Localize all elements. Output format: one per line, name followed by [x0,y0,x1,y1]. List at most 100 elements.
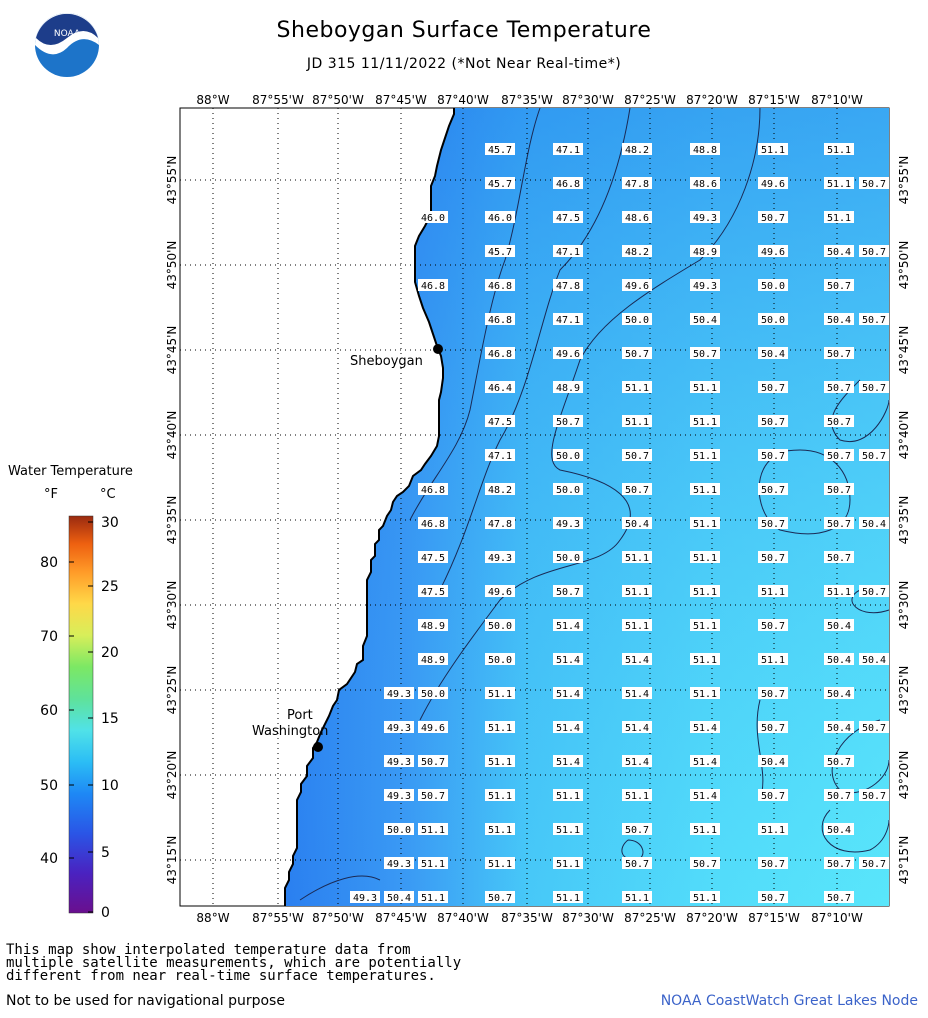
temperature-value: 51.4 [553,755,583,768]
temperature-value-text: 46.8 [421,519,445,530]
temperature-value-text: 46.8 [488,315,512,326]
temperature-value: 50.4 [384,891,414,904]
temperature-value: 51.1 [758,653,788,666]
temperature-value: 50.7 [824,891,854,904]
temperature-value-text: 50.7 [862,179,886,190]
latitude-label: 43°55'N [897,156,911,205]
temperature-value-text: 51.4 [556,757,580,768]
temperature-value-text: 47.8 [488,519,512,530]
temperature-value-text: 47.5 [488,417,512,428]
latitude-label: 43°30'N [897,581,911,630]
temperature-value-text: 51.1 [761,587,785,598]
temperature-value: 50.7 [859,857,889,870]
temperature-value-text: 51.1 [827,213,851,224]
temperature-value-text: 51.1 [488,723,512,734]
legend-f-tick: 40 [40,851,58,867]
temperature-value: 51.1 [622,789,652,802]
temperature-value-text: 48.9 [693,247,717,258]
temperature-value: 50.7 [859,381,889,394]
temperature-value: 50.0 [553,551,583,564]
temperature-value-text: 51.1 [693,621,717,632]
temperature-value-text: 51.4 [556,689,580,700]
temperature-value-text: 50.7 [862,247,886,258]
temperature-value: 50.4 [824,313,854,326]
temperature-value: 51.1 [553,891,583,904]
temperature-value-text: 50.7 [827,485,851,496]
temperature-value: 48.9 [418,619,448,632]
latitude-labels-left: 43°55'N 43°50'N 43°45'N 43°40'N 43°35'N 43°30… [165,156,179,885]
temperature-value-text: 50.4 [387,893,411,904]
temperature-value-text: 51.1 [693,893,717,904]
temperature-value-text: 51.1 [827,179,851,190]
city-sheboygan: Sheboygan [350,344,443,369]
temperature-value: 50.0 [418,687,448,700]
temperature-value: 51.1 [485,857,515,870]
temperature-value: 48.2 [622,245,652,258]
temperature-value: 51.4 [690,789,720,802]
temperature-value-text: 50.4 [827,723,851,734]
temperature-value-text: 50.7 [761,553,785,564]
temperature-value: 47.8 [622,177,652,190]
temperature-value: 49.6 [485,585,515,598]
latitude-label: 43°45'N [897,326,911,375]
temperature-value-text: 51.4 [556,655,580,666]
temperature-value-text: 48.2 [625,145,649,156]
lake-water [284,108,889,906]
temperature-value: 47.8 [485,517,515,530]
temperature-value: 48.2 [485,483,515,496]
temperature-value: 51.4 [553,687,583,700]
latitude-label: 43°35'N [165,496,179,545]
port-washington-marker [313,742,323,752]
temperature-value: 46.8 [485,279,515,292]
temperature-value: 51.1 [690,381,720,394]
temperature-value-text: 50.7 [862,451,886,462]
temperature-value: 50.0 [553,449,583,462]
temperature-value: 50.0 [622,313,652,326]
temperature-value: 49.6 [418,721,448,734]
temperature-value: 49.3 [384,857,414,870]
temperature-value-text: 51.4 [693,757,717,768]
latitude-label: 43°25'N [165,666,179,715]
temperature-value-text: 49.3 [353,893,377,904]
temperature-value: 50.7 [824,789,854,802]
note-line: multiple satellite measurements, which a… [6,955,462,971]
latitude-label: 43°45'N [165,326,179,375]
isotherm-contours [299,107,890,901]
temperature-value: 50.0 [553,483,583,496]
temperature-value: 50.7 [553,415,583,428]
temperature-value-text: 51.4 [556,723,580,734]
temperature-value-text: 51.1 [625,383,649,394]
legend-c-ticks: 30 25 20 15 10 5 0 [88,515,119,921]
longitude-label: 87°20'W [686,911,738,925]
temperature-value: 51.4 [622,687,652,700]
temperature-value: 51.1 [553,857,583,870]
latitude-label: 43°30'N [165,581,179,630]
temperature-value-text: 51.4 [625,757,649,768]
temperature-value-text: 51.1 [693,655,717,666]
temperature-value-text: 47.1 [556,315,580,326]
temperature-value: 50.7 [553,585,583,598]
temperature-value: 45.7 [485,143,515,156]
temperature-value-text: 50.4 [862,655,886,666]
temperature-value-text: 50.7 [862,859,886,870]
legend-c-tick: 10 [101,778,119,794]
temperature-value-text: 51.1 [693,451,717,462]
temperature-value-text: 50.7 [827,519,851,530]
temperature-value: 50.4 [859,517,889,530]
temperature-value: 50.7 [824,449,854,462]
temperature-value: 51.1 [824,585,854,598]
longitude-label: 87°20'W [686,93,738,107]
temperature-value: 51.1 [485,721,515,734]
temperature-value: 48.6 [690,177,720,190]
temperature-value-text: 50.7 [761,859,785,870]
temperature-value: 51.1 [690,551,720,564]
temperature-value-text: 47.5 [421,587,445,598]
temperature-value-text: 49.3 [693,213,717,224]
temperature-value: 47.8 [553,279,583,292]
temperature-value-text: 46.4 [488,383,512,394]
sheboygan-label: Sheboygan [350,354,423,369]
temperature-value: 49.3 [553,517,583,530]
longitude-label: 87°10'W [811,911,863,925]
latitude-label: 43°50'N [165,241,179,290]
longitude-label: 87°40'W [437,911,489,925]
